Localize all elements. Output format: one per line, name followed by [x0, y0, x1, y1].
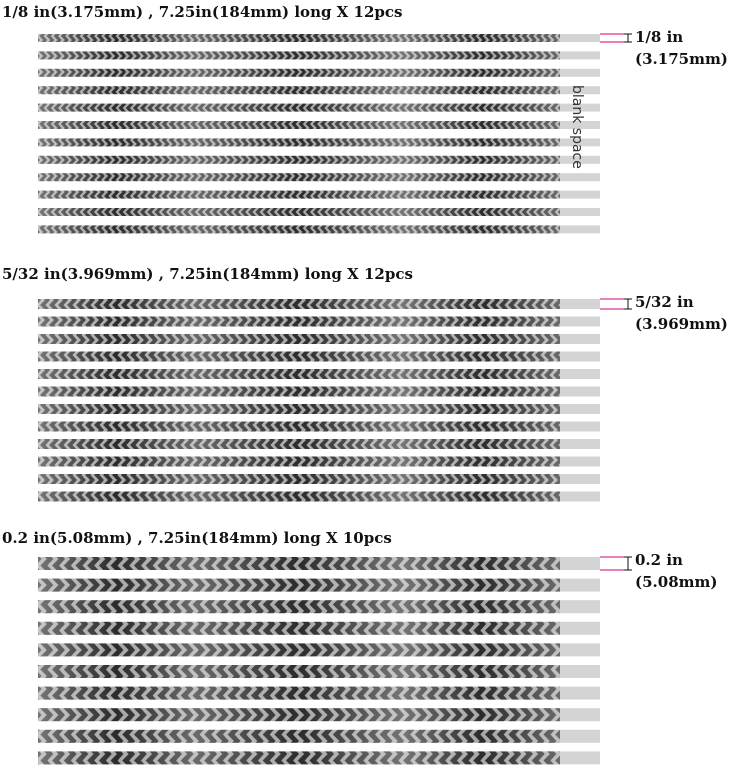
strip-blank	[560, 474, 600, 484]
strip-blank	[560, 439, 600, 449]
strip-blank	[560, 557, 600, 570]
strip-shade	[38, 316, 560, 327]
strip-shade	[38, 686, 560, 700]
strip-blank	[560, 686, 600, 700]
strip-blank	[560, 86, 600, 95]
strip-blank	[560, 421, 600, 432]
strip-blank	[560, 316, 600, 327]
strip-blank	[560, 491, 600, 502]
strip-shade	[38, 190, 560, 199]
size-label: 1/8 in	[635, 28, 683, 46]
strip-shade	[38, 578, 560, 592]
strip-blank	[560, 173, 600, 182]
strip-shade	[38, 369, 560, 379]
strip-shade	[38, 208, 560, 216]
strip-shade	[38, 334, 560, 344]
strip-shade	[38, 103, 560, 112]
strip-shade	[38, 439, 560, 449]
strip-blank	[560, 665, 600, 678]
strip-blank	[560, 369, 600, 379]
strip-blank	[560, 34, 600, 42]
strip-blank	[560, 404, 600, 414]
size-label: 0.2 in	[635, 551, 683, 569]
strip-blank	[560, 751, 600, 765]
strip-shade	[38, 729, 560, 743]
strip-shade	[38, 474, 560, 484]
strip-shade	[38, 138, 560, 147]
strip-shade	[38, 643, 560, 657]
strip-shade	[38, 225, 560, 234]
strip-shade	[38, 665, 560, 678]
strip-shade	[38, 557, 560, 570]
strip-shade	[38, 456, 560, 467]
strip-blank	[560, 190, 600, 199]
size-label: (5.08mm)	[635, 573, 717, 591]
strip-shade	[38, 121, 560, 129]
strip-shade	[38, 34, 560, 42]
section-title: 5/32 in(3.969mm) , 7.25in(184mm) long X …	[2, 265, 413, 283]
section-title: 0.2 in(5.08mm) , 7.25in(184mm) long X 10…	[2, 529, 392, 547]
strip-shade	[38, 68, 560, 77]
strip-blank	[560, 155, 600, 164]
strip-blank	[560, 729, 600, 743]
section-title: 1/8 in(3.175mm) , 7.25in(184mm) long X 1…	[2, 3, 402, 21]
strip-shade	[38, 708, 560, 722]
strip-blank	[560, 708, 600, 722]
strip-blank	[560, 334, 600, 344]
strip-shade	[38, 299, 560, 309]
strip-blank	[560, 600, 600, 614]
strip-blank	[560, 103, 600, 112]
strip-blank	[560, 351, 600, 362]
strip-blank	[560, 643, 600, 657]
strip-blank	[560, 299, 600, 309]
strip-shade	[38, 751, 560, 765]
strip-shade	[38, 351, 560, 362]
strip-blank	[560, 456, 600, 467]
strip-shade	[38, 155, 560, 164]
size-label: 5/32 in	[635, 293, 694, 311]
strip-shade	[38, 491, 560, 502]
strip-shade	[38, 51, 560, 60]
strip-shade	[38, 404, 560, 414]
strip-blank	[560, 578, 600, 592]
strip-shade	[38, 86, 560, 95]
strip-shade	[38, 621, 560, 635]
strip-blank	[560, 51, 600, 60]
strip-blank	[560, 121, 600, 129]
strip-blank	[560, 68, 600, 77]
strip-blank	[560, 386, 600, 397]
strip-shade	[38, 600, 560, 614]
strip-blank	[560, 208, 600, 216]
strip-shade	[38, 173, 560, 182]
strip-blank	[560, 621, 600, 635]
strip-shade	[38, 421, 560, 432]
strip-blank	[560, 225, 600, 234]
size-label: (3.969mm)	[635, 315, 728, 333]
size-label: (3.175mm)	[635, 50, 728, 68]
strip-blank	[560, 138, 600, 147]
strip-shade	[38, 386, 560, 397]
blank-space-label: blank space	[569, 85, 585, 169]
